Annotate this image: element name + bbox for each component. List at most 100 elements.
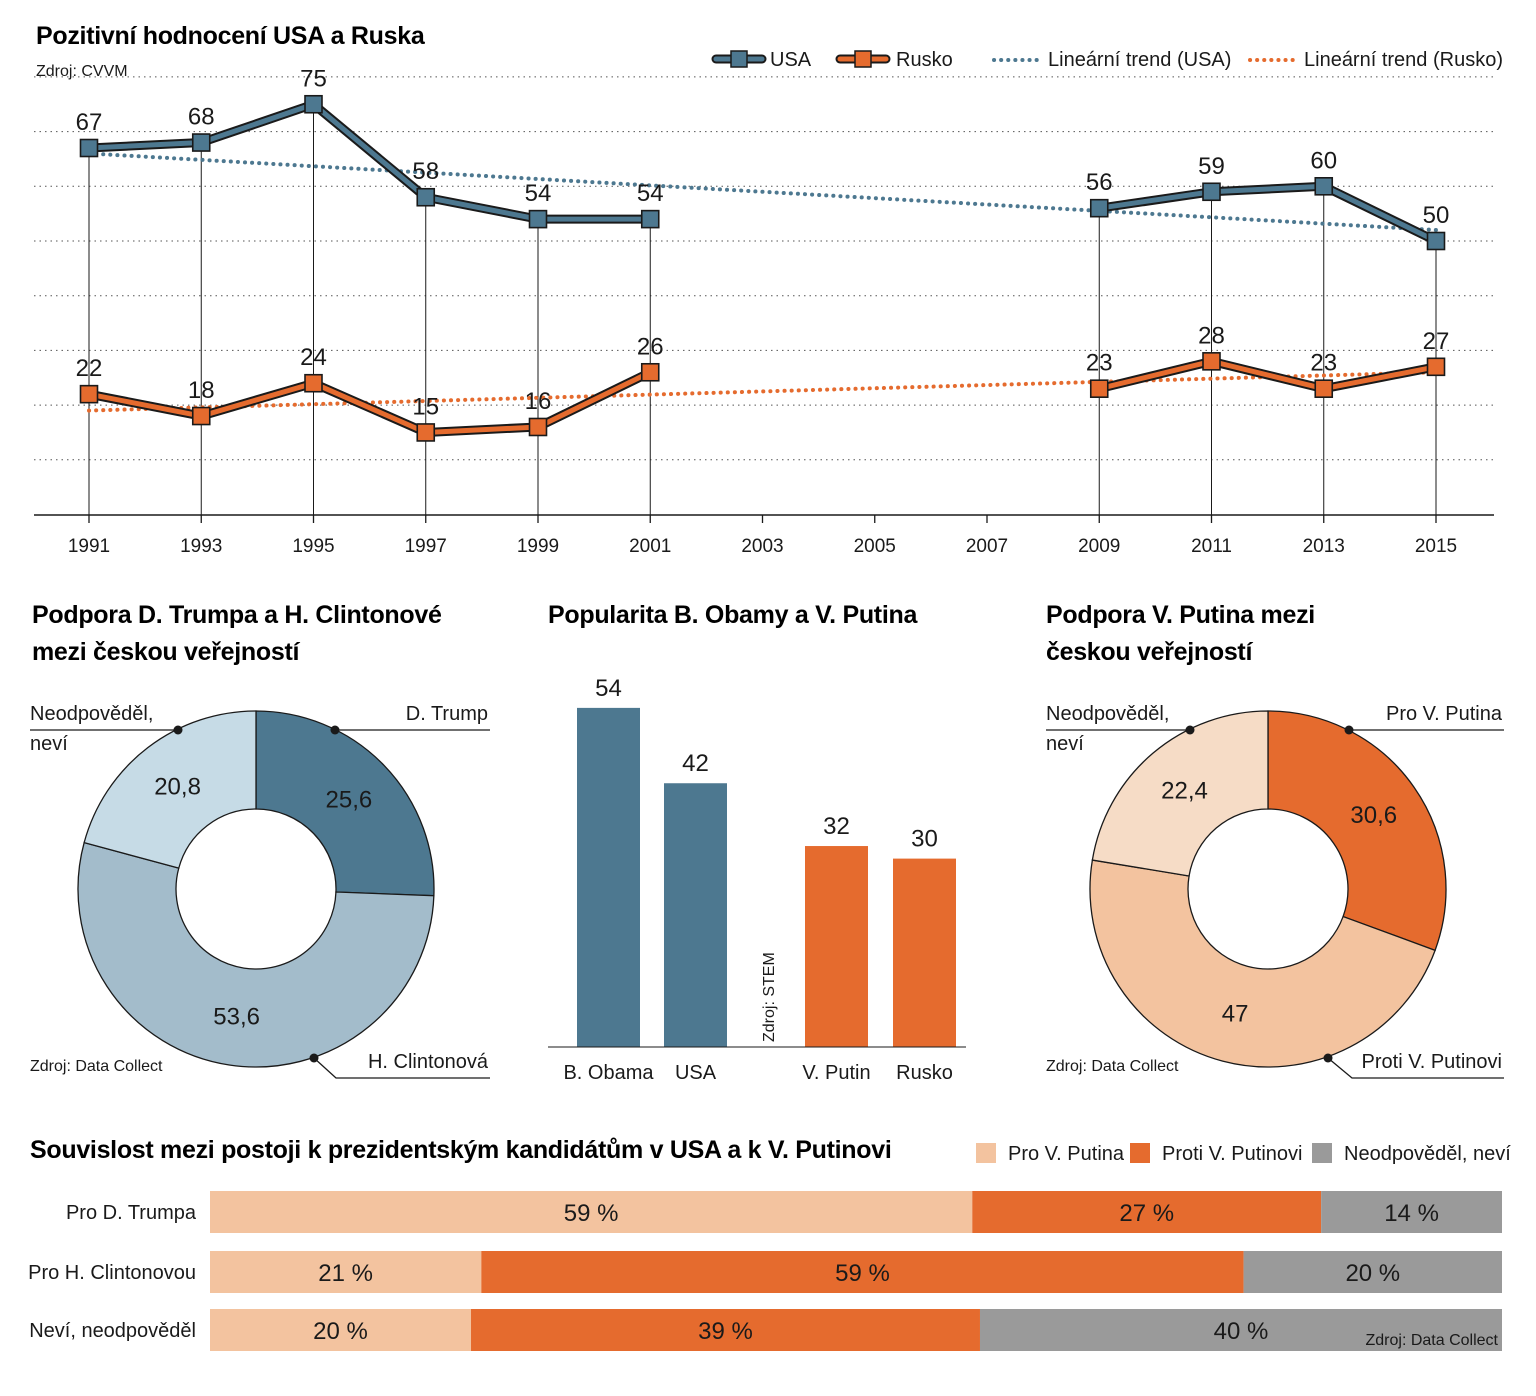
data-label: 50: [1423, 202, 1450, 229]
series-line-outline: [88, 368, 653, 437]
trend-line: [87, 370, 1438, 413]
bar: [893, 858, 956, 1047]
stacked-segment-label: 20 %: [1345, 1260, 1400, 1287]
series-line: [88, 101, 651, 222]
x-tick-label: 2005: [854, 536, 896, 557]
line-chart-trends: [87, 151, 1438, 413]
donut1-callout-clinton: H. Clintonová: [368, 1051, 489, 1073]
data-point: [416, 187, 436, 207]
bar-value-label: 42: [682, 750, 709, 777]
donut-slice: [1267, 710, 1447, 952]
stacked-segment-label: 59 %: [835, 1260, 890, 1287]
data-label: 24: [300, 344, 327, 371]
legend-neutral-label: Neodpověděl, neví: [1344, 1143, 1511, 1165]
donut-slice: [1089, 859, 1436, 1068]
donut1-callout-neutral-line1: Neodpověděl,: [30, 703, 153, 725]
bar: [577, 707, 640, 1047]
stacked-segment: [1243, 1251, 1502, 1293]
legend-pro-putin-swatch: [976, 1143, 996, 1163]
data-point: [79, 138, 99, 158]
legend-russia-label: Rusko: [896, 49, 953, 71]
x-tick-label: 1991: [68, 536, 110, 557]
stacked-segment: [972, 1191, 1322, 1233]
stacked-segment-label: 40 %: [1214, 1318, 1269, 1345]
stacked-segment-label: 21 %: [318, 1260, 373, 1287]
bar-category-label: B. Obama: [563, 1062, 654, 1084]
data-label: 26: [637, 333, 664, 360]
legend-pro-putin-label: Pro V. Putina: [1008, 1143, 1125, 1165]
stacked-segment: [979, 1309, 1502, 1351]
data-label: 18: [188, 377, 215, 404]
data-label: 23: [1310, 350, 1337, 377]
line-chart-x-ticks: 1991 1993 1995 1997 1999 2001 2003 2005 2007 2009…: [68, 515, 1457, 557]
line-chart-title: Pozitivní hodnocení USA a Ruska: [36, 22, 426, 50]
stacked-segment-label: 39 %: [698, 1318, 753, 1345]
stacked-row-label: Neví, neodpověděl: [29, 1320, 196, 1342]
trend-line: [87, 151, 1438, 233]
donut-slice-label: 20,8: [154, 774, 201, 801]
data-label: 23: [1086, 350, 1113, 377]
legend-russia-marker: [854, 50, 872, 68]
x-tick-label: 2003: [741, 536, 783, 557]
series-line: [1098, 183, 1438, 244]
legend-against-putin-label: Proti V. Putinovi: [1162, 1143, 1302, 1165]
donut-slice: [1091, 710, 1269, 877]
donut2-callouts: Neodpověděl, neví Pro V. Putina Proti V.…: [1046, 703, 1504, 1079]
stacked-legend: Pro V. Putina Proti V. Putinovi Neodpově…: [976, 1143, 1511, 1165]
data-point: [1426, 231, 1446, 251]
data-point: [640, 209, 660, 229]
x-tick-label: 2015: [1415, 536, 1457, 557]
donut1: 25,6 53,6 20,8: [77, 710, 435, 1068]
stacked-source: Zdroj: Data Collect: [1366, 1332, 1499, 1349]
data-label: 54: [525, 180, 552, 207]
stacked-title: Souvislost mezi postoji k prezidentským …: [30, 1136, 892, 1164]
data-label: 68: [188, 104, 215, 131]
data-point: [640, 362, 660, 382]
donut2-title-line2: českou veřejností: [1046, 638, 1253, 666]
donut-slice: [83, 710, 257, 869]
stacked-segment: [210, 1251, 482, 1293]
data-label: 27: [1423, 328, 1450, 355]
stacked-segment: [210, 1191, 973, 1233]
legend-russia-trend-label: Lineární trend (Rusko): [1304, 49, 1503, 71]
legend-against-putin-swatch: [1130, 1143, 1150, 1163]
donut1-title-line1: Podpora D. Trumpa a H. Clintonové: [32, 601, 442, 629]
donut1-source: Zdroj: Data Collect: [30, 1058, 163, 1075]
x-tick-label: 2007: [966, 536, 1008, 557]
legend-neutral-swatch: [1312, 1143, 1332, 1163]
x-tick-label: 1999: [517, 536, 559, 557]
data-label: 22: [76, 355, 103, 382]
data-point: [191, 133, 211, 152]
data-point: [1089, 379, 1109, 398]
bar-value-label: 32: [823, 813, 850, 840]
bar-category-label: V. Putin: [802, 1062, 870, 1084]
donut-slice-label: 53,6: [213, 1004, 260, 1031]
x-tick-label: 2011: [1191, 536, 1232, 557]
donut-slice-label: 22,4: [1161, 778, 1208, 805]
stacked-segment: [481, 1251, 1244, 1293]
donut2: 30,6 47 22,4: [1089, 710, 1447, 1068]
legend-usa-marker: [730, 50, 748, 68]
x-tick-label: 2009: [1078, 536, 1120, 557]
legend-usa-label: USA: [770, 49, 812, 71]
data-label: 56: [1086, 169, 1113, 196]
donut1-callouts: Neodpověděl, neví D. Trump H. Clintonová: [30, 703, 490, 1079]
data-point: [304, 94, 323, 114]
legend-usa-trend-label: Lineární trend (USA): [1048, 49, 1231, 71]
stacked-segment: [210, 1309, 472, 1351]
bar: [805, 846, 868, 1047]
stacked-segment: [471, 1309, 980, 1351]
data-label: 75: [300, 65, 327, 92]
data-point: [1426, 357, 1446, 377]
stacked-segment: [1321, 1191, 1502, 1233]
data-point: [304, 373, 323, 393]
stacked-row-label: Pro D. Trumpa: [66, 1202, 197, 1224]
bar-category-label: USA: [675, 1062, 717, 1084]
line-chart-drop-lines: [88, 104, 1437, 515]
line-chart-value-labels: 67 68 75 58 54 54 56 59 60 50 22 18 24 15 16 26 23 28 23 27: [76, 65, 1450, 420]
x-tick-label: 1995: [292, 536, 334, 557]
donut2-source: Zdroj: Data Collect: [1046, 1058, 1179, 1075]
data-label: 28: [1198, 322, 1225, 349]
data-point: [1314, 177, 1334, 196]
